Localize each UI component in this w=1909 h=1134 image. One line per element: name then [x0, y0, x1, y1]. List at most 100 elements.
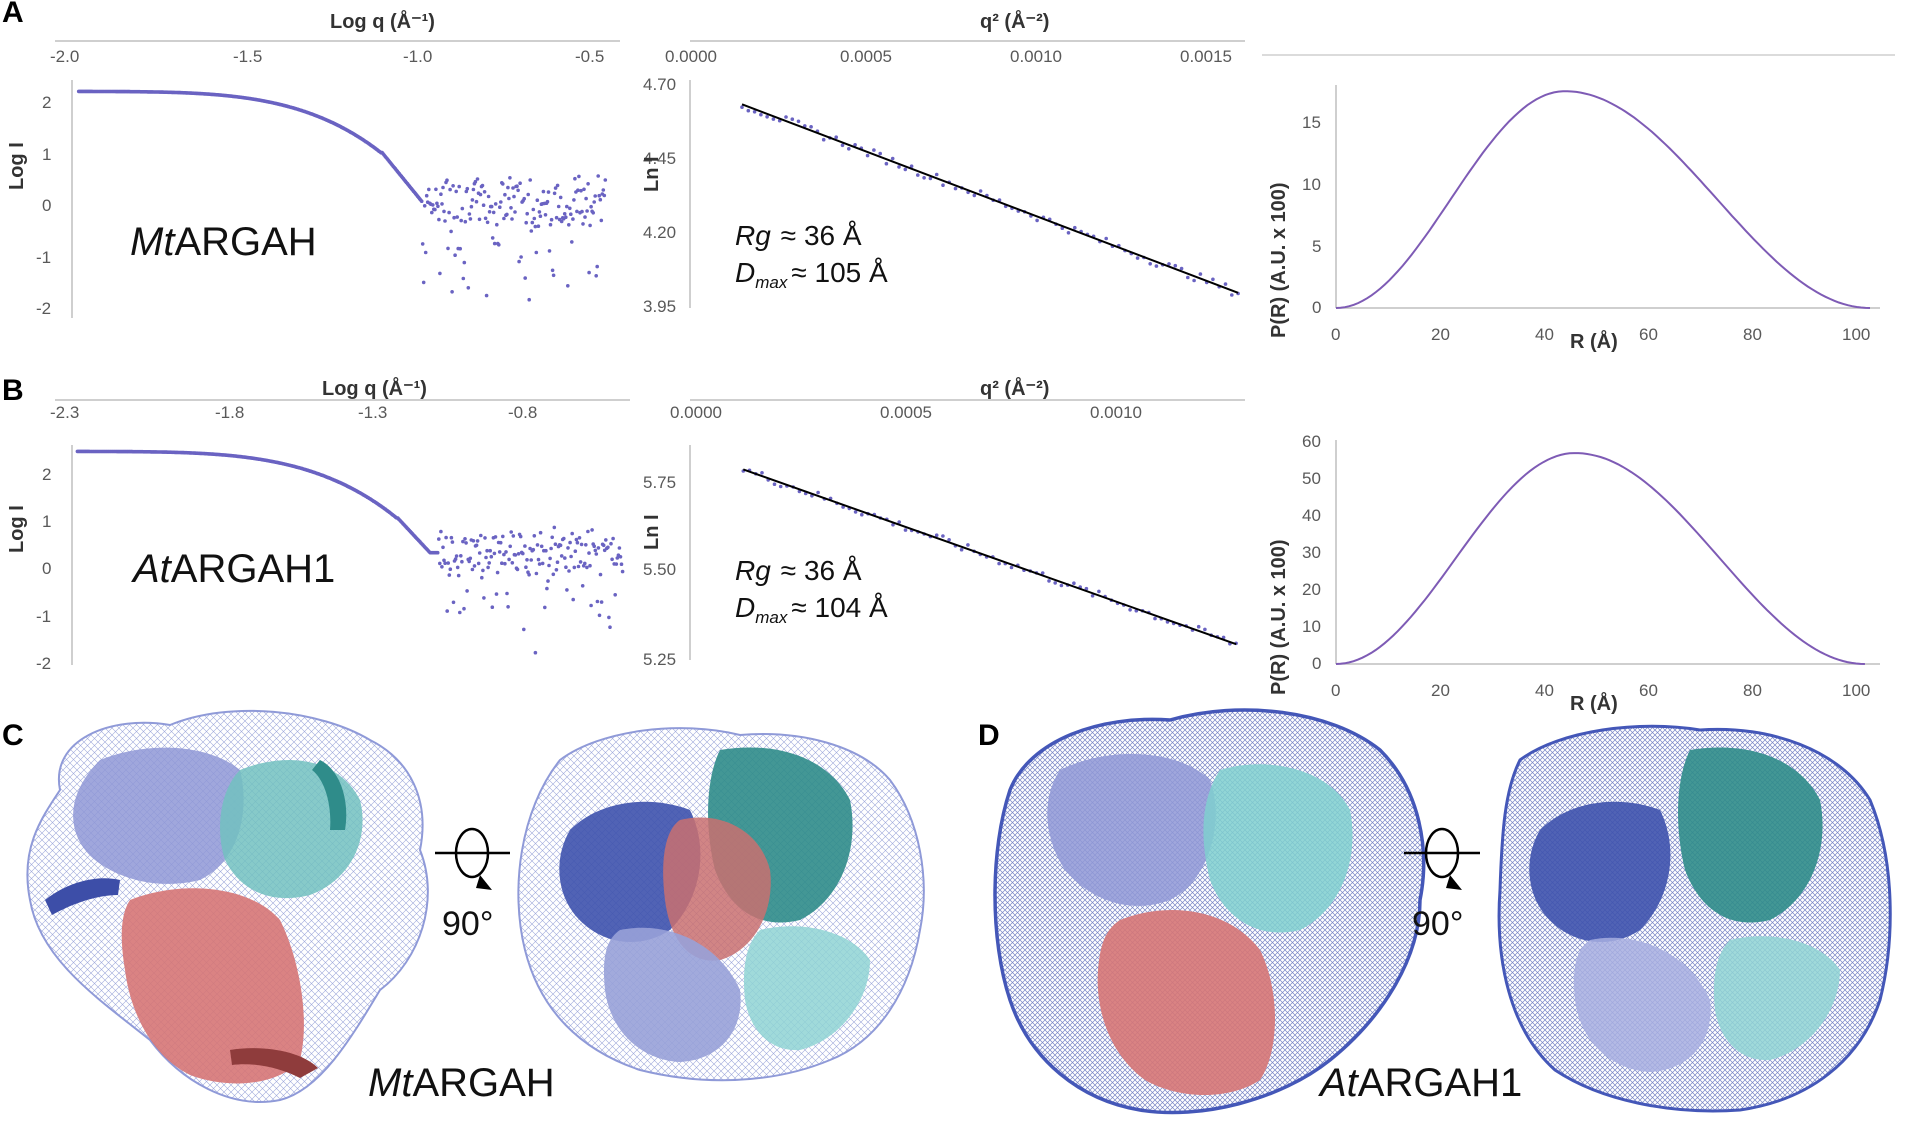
b-scattering-point	[579, 542, 584, 547]
a-scattering-point	[502, 216, 506, 221]
b-guinier-point	[841, 505, 845, 509]
a-scattering-point	[469, 204, 474, 209]
b-scattering-point	[453, 557, 458, 561]
a-scattering-point	[441, 185, 445, 190]
a-scattering-point	[602, 193, 607, 198]
a-scattering-point	[546, 190, 551, 194]
b-scattering-point	[529, 558, 533, 562]
b-scattering-point	[576, 564, 581, 569]
panel-letter-d: D	[978, 719, 1000, 752]
a-scattering-point	[531, 207, 536, 212]
b-pr-xtick: 80	[1743, 681, 1762, 700]
b-pr-curve	[1335, 452, 1865, 665]
a-scattering-point	[508, 176, 512, 180]
a-guinier-point	[1223, 282, 1228, 286]
b-scattering-point	[440, 565, 444, 569]
a-scattering-point	[528, 178, 532, 182]
a-scattering-point	[556, 204, 561, 209]
a-scattering-point	[536, 224, 541, 228]
d-envelope-top-view	[993, 708, 1426, 1115]
a-scattering-point	[584, 196, 588, 201]
a-scattering-point	[419, 199, 424, 203]
a-guinier-point	[1179, 266, 1184, 271]
a-scattering-point	[599, 218, 604, 223]
b-guinier-point	[1203, 627, 1207, 632]
b-scattering-point	[617, 546, 622, 550]
d-rotation-arrow-icon	[1446, 875, 1462, 890]
c-envelope-top-view	[26, 709, 429, 1103]
b-guinier-point	[1090, 594, 1095, 598]
b-scattering-point	[547, 563, 551, 568]
b-scattering-point	[442, 558, 446, 563]
a-guinier-point	[1186, 275, 1190, 280]
b-scattering-point	[495, 570, 500, 575]
b-scattering-point	[610, 557, 614, 562]
a-scattering-point	[547, 249, 552, 253]
b-scattering-ytick: -2	[36, 654, 51, 673]
b-guinier-point	[1047, 579, 1051, 583]
b-scattering-point	[513, 553, 518, 557]
b-scattering-xtick: -1.8	[215, 403, 244, 422]
a-guinier-point	[909, 164, 914, 168]
b-scattering-point	[468, 556, 473, 561]
a-guinier-point	[897, 165, 901, 169]
a-guinier-point	[872, 148, 876, 152]
b-rg-readout: Rg ≈ 36 Å	[735, 555, 862, 586]
b-scattering-point	[536, 557, 541, 562]
c-side-chain-blue	[559, 801, 701, 942]
c-chain-darkred	[230, 1048, 318, 1078]
a-guinier-point	[1066, 231, 1071, 235]
a-guinier-point	[746, 108, 751, 113]
d-rotation-arc-icon	[1424, 827, 1460, 879]
a-guinier-point	[1198, 272, 1203, 276]
a-dmax-readout: Dmax ≈ 105 Å	[735, 257, 888, 292]
a-scattering-point	[505, 212, 509, 217]
b-scattering-point	[439, 529, 443, 534]
a-scattering-point	[490, 236, 495, 240]
c-chain-dark-helix	[45, 878, 120, 915]
b-scattering-point	[598, 572, 603, 577]
b-scattering-point	[609, 541, 613, 546]
a-pr-xtick: 20	[1431, 325, 1450, 344]
a-guinier-point	[834, 135, 838, 139]
b-scattering-point	[537, 562, 542, 566]
a-scattering-point	[603, 178, 608, 182]
b-pr-xtick: 60	[1639, 681, 1658, 700]
a-scattering-point	[568, 206, 572, 211]
b-pr-xtick: 0	[1331, 681, 1340, 700]
a-scattering-point	[452, 215, 456, 220]
b-pr-ytick: 20	[1302, 580, 1321, 599]
b-scattering-point	[454, 554, 459, 558]
b-scattering-point	[449, 535, 454, 540]
a-pr-x-title: R (Å)	[1570, 329, 1618, 353]
a-scattering-point	[516, 188, 520, 193]
a-guinier-point	[928, 176, 933, 181]
b-scattering-point	[504, 550, 508, 554]
b-scattering-point	[460, 559, 464, 564]
b-scattering-points	[75, 449, 625, 655]
b-scattering-point	[492, 551, 497, 556]
b-scattering-point	[458, 610, 462, 615]
b-scattering-point	[588, 563, 592, 568]
a-scattering-point	[464, 189, 469, 194]
a-scattering-point	[558, 195, 563, 200]
b-scattering-point	[573, 549, 578, 553]
a-pr-ytick: 15	[1302, 113, 1321, 132]
a-pr-curve	[1335, 90, 1871, 309]
b-scattering-point	[451, 600, 456, 605]
b-scattering-point	[594, 552, 599, 556]
b-scattering-point	[589, 603, 593, 608]
a-guinier-point	[934, 172, 939, 177]
b-guinier-point	[1084, 586, 1089, 591]
b-scattering-point	[511, 534, 516, 538]
a-scattering-point	[470, 198, 475, 202]
b-scattering-point	[500, 561, 504, 565]
b-pr-ytick: 30	[1302, 543, 1321, 562]
b-scattering-point	[488, 548, 493, 553]
b-scattering-point	[532, 534, 537, 538]
a-guinier-point	[1230, 293, 1234, 297]
b-scattering-point	[595, 599, 600, 604]
b-pr-x-title: R (Å)	[1570, 691, 1618, 715]
b-scattering-point	[566, 546, 570, 550]
b-guinier-y-title: Ln I	[641, 514, 663, 550]
